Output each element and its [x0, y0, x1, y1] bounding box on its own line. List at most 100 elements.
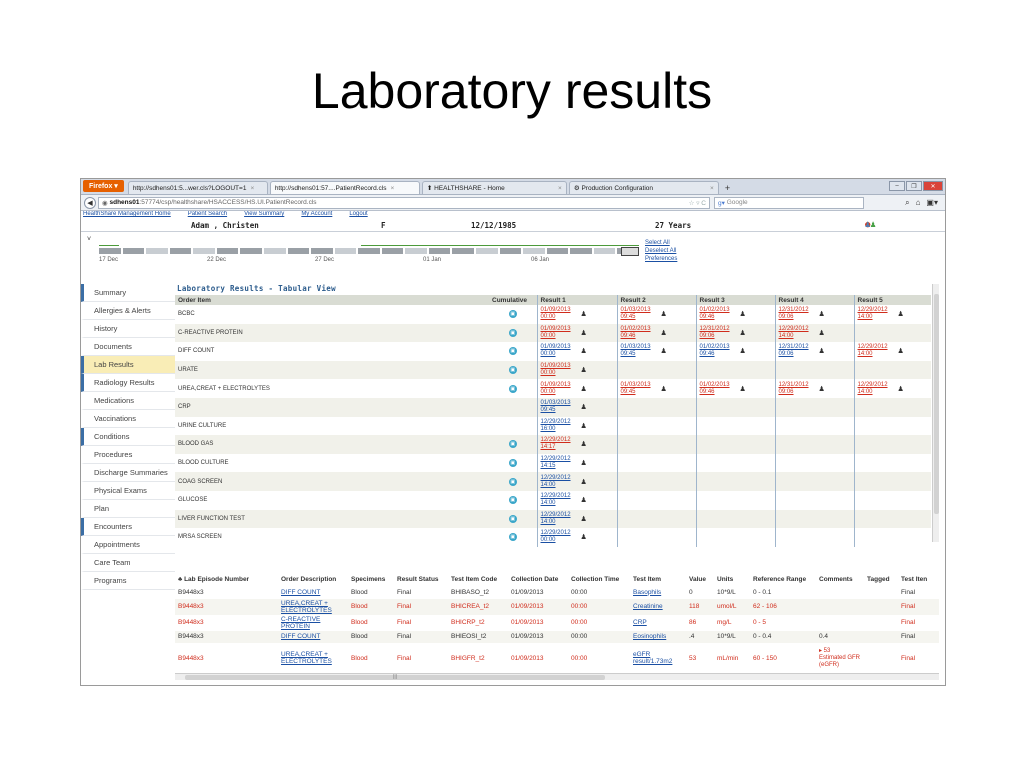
episode-link[interactable]: Creatinine — [633, 603, 663, 610]
result-link[interactable]: 01/09/2013 00:00 — [541, 382, 573, 396]
clinician-icon[interactable]: ♟ — [580, 515, 587, 523]
column-header[interactable]: Test Item Code — [448, 572, 508, 586]
column-header[interactable]: Cumulative — [489, 295, 537, 305]
restore-icon[interactable]: ❐ — [906, 181, 922, 191]
order-item[interactable]: MRSA SCREEN — [178, 534, 222, 541]
sidebar-item-allergies-alerts[interactable]: Allergies & Alerts — [81, 302, 175, 320]
cumulative-chart-icon[interactable]: ▣ — [508, 533, 517, 542]
clinician-icon[interactable]: ♟ — [580, 534, 587, 542]
order-item[interactable]: CRP — [175, 397, 489, 417]
result-link[interactable]: 01/03/2013 09:45 — [621, 307, 653, 321]
result-link[interactable]: 12/29/2012 14:00 — [541, 475, 573, 489]
sidebar-item-plan[interactable]: Plan — [81, 500, 175, 518]
episode-link[interactable]: C-REACTIVE PROTEIN — [281, 615, 321, 630]
column-header[interactable]: Test Item — [630, 572, 686, 586]
scroll-thumb[interactable] — [934, 294, 939, 514]
browser-tab-2[interactable]: http://sdhens01:57....PatientRecord.cls × — [269, 181, 420, 194]
clinician-icon[interactable]: ♟ — [818, 329, 825, 337]
column-header[interactable]: Result 5 — [853, 295, 931, 305]
clinician-icon[interactable]: ♟ — [660, 348, 667, 356]
clinician-icon[interactable]: ♟ — [580, 441, 587, 449]
clinician-icon[interactable]: ♟ — [739, 348, 746, 356]
care-team-icon[interactable]: ♟♟ — [865, 220, 876, 230]
clinician-icon[interactable]: ♟ — [739, 385, 746, 393]
nav-management-home[interactable]: HealthShare Management Home — [83, 211, 171, 217]
result-link[interactable]: 12/31/2012 09:06 — [779, 344, 811, 358]
user-icon[interactable]: ♟ — [865, 220, 871, 230]
clinician-icon[interactable]: ♟ — [580, 422, 587, 430]
clinician-icon[interactable]: ♟ — [660, 385, 667, 393]
back-icon[interactable]: ◀ — [84, 196, 96, 209]
cumulative-chart-icon[interactable]: ▣ — [508, 440, 517, 449]
column-header[interactable]: Tagged — [864, 572, 898, 586]
alert-icon[interactable]: ● — [865, 220, 871, 230]
column-header[interactable]: Collection Date — [508, 572, 568, 586]
result-link[interactable]: 01/02/2013 09:46 — [700, 344, 732, 358]
window-close-icon[interactable]: ✕ — [923, 181, 943, 191]
clinician-icon[interactable]: ♟ — [580, 329, 587, 337]
order-item[interactable]: BLOOD CULTURE — [178, 460, 229, 467]
nav-patient-search[interactable]: Patient Search — [187, 211, 228, 217]
result-link[interactable]: 01/09/2013 00:00 — [541, 307, 573, 321]
episode-link[interactable]: DIFF COUNT — [281, 588, 321, 596]
episode-link[interactable]: Eosinophils — [633, 633, 667, 641]
comment-flag[interactable]: ▸ 53 — [819, 647, 831, 654]
menu-icon[interactable]: ▣▾ — [926, 197, 938, 207]
column-header[interactable]: Comments — [816, 572, 864, 586]
browser-tab-4[interactable]: ⚙ Production Configuration × — [568, 181, 719, 194]
cumulative-chart-icon[interactable]: ▣ — [508, 514, 517, 523]
sidebar-item-programs[interactable]: Programs — [81, 572, 175, 590]
episode-link[interactable]: DIFF COUNT — [281, 633, 321, 641]
result-link[interactable]: 12/29/2012 14:00 — [858, 382, 890, 396]
cumulative-chart-icon[interactable]: ▣ — [508, 366, 517, 375]
cumulative-chart-icon[interactable]: ▣ — [508, 328, 517, 337]
result-link[interactable]: 01/03/2013 09:45 — [621, 382, 653, 396]
result-link[interactable]: 12/29/2012 14:00 — [858, 344, 890, 358]
column-header[interactable]: Result 4 — [774, 295, 854, 305]
result-link[interactable]: 12/31/2012 09:06 — [779, 382, 811, 396]
order-item[interactable]: GLUCOSE — [178, 497, 208, 504]
bookmark-star-icon[interactable]: ☆ ▿ C — [688, 199, 706, 207]
cumulative-chart-icon[interactable]: ▣ — [508, 384, 517, 393]
close-icon[interactable]: × — [390, 184, 395, 192]
result-link[interactable]: 01/03/2013 09:45 — [621, 344, 653, 358]
clinician-icon[interactable]: ♟ — [818, 348, 825, 356]
sidebar-item-procedures[interactable]: Procedures — [81, 446, 175, 464]
column-header[interactable]: Units — [714, 572, 750, 586]
column-header[interactable]: Result Status — [394, 572, 448, 586]
clinician-icon[interactable]: ♟ — [580, 385, 587, 393]
search-icon[interactable]: ⌕ — [905, 197, 910, 207]
result-link[interactable]: 12/31/2012 09:06 — [779, 307, 811, 321]
clinician-icon[interactable]: ♟ — [580, 497, 587, 505]
vertical-scrollbar[interactable] — [932, 284, 939, 542]
clinician-icon[interactable]: ♟ — [580, 367, 587, 375]
sort-icon[interactable]: ♣ — [178, 575, 185, 583]
clinician-icon[interactable]: ♟ — [739, 311, 746, 319]
clinician-icon[interactable]: ♟ — [580, 404, 587, 412]
result-link[interactable]: 12/29/2012 14:00 — [541, 512, 573, 526]
sidebar-item-lab-results[interactable]: Lab Results — [81, 356, 175, 374]
column-header[interactable]: Result 3 — [695, 295, 775, 305]
sidebar-item-discharge-summaries[interactable]: Discharge Summaries — [81, 464, 175, 482]
preferences-link[interactable]: Preferences — [645, 256, 678, 262]
column-header[interactable]: ♣ Lab Episode Number — [175, 572, 278, 586]
cumulative-chart-icon[interactable]: ▣ — [508, 477, 517, 486]
column-header[interactable]: Value — [686, 572, 714, 586]
column-header[interactable]: Order Description — [278, 572, 348, 586]
order-item[interactable]: COAG SCREEN — [175, 472, 489, 491]
result-link[interactable]: 12/29/2012 00:00 — [541, 530, 573, 544]
chevron-down-icon[interactable]: ˅ — [87, 236, 92, 243]
nav-logout[interactable]: Logout — [349, 211, 368, 217]
firefox-menu-button[interactable]: Firefox ▾ — [83, 180, 124, 192]
close-icon[interactable]: × — [558, 184, 562, 192]
column-header[interactable]: Specimens — [348, 572, 394, 586]
order-item[interactable]: BLOOD GAS — [175, 435, 489, 454]
result-link[interactable]: 12/29/2012 14:00 — [779, 326, 811, 340]
episode-link[interactable]: UREA,CREAT + ELECTROLYTES — [281, 651, 332, 665]
clinician-icon[interactable]: ♟ — [580, 478, 587, 486]
sidebar-item-care-team[interactable]: Care Team — [81, 554, 175, 572]
cumulative-chart-icon[interactable]: ▣ — [508, 459, 517, 468]
browser-tab-1[interactable]: http://sdhens01:5...wer.cls?LOGOUT=1 × — [127, 181, 268, 194]
nav-view-summary[interactable]: View Summary — [244, 211, 285, 217]
search-input[interactable]: g▾ Google — [714, 196, 864, 209]
